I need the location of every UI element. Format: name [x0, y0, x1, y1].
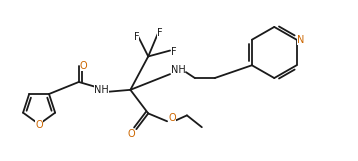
- Text: NH: NH: [171, 65, 185, 75]
- Text: F: F: [134, 32, 139, 42]
- Text: O: O: [80, 61, 88, 71]
- Text: NH: NH: [94, 85, 109, 95]
- Text: F: F: [171, 47, 177, 57]
- Text: N: N: [297, 35, 304, 45]
- Text: F: F: [157, 28, 163, 38]
- Text: O: O: [127, 129, 135, 139]
- Text: O: O: [35, 120, 43, 130]
- Text: O: O: [168, 113, 176, 123]
